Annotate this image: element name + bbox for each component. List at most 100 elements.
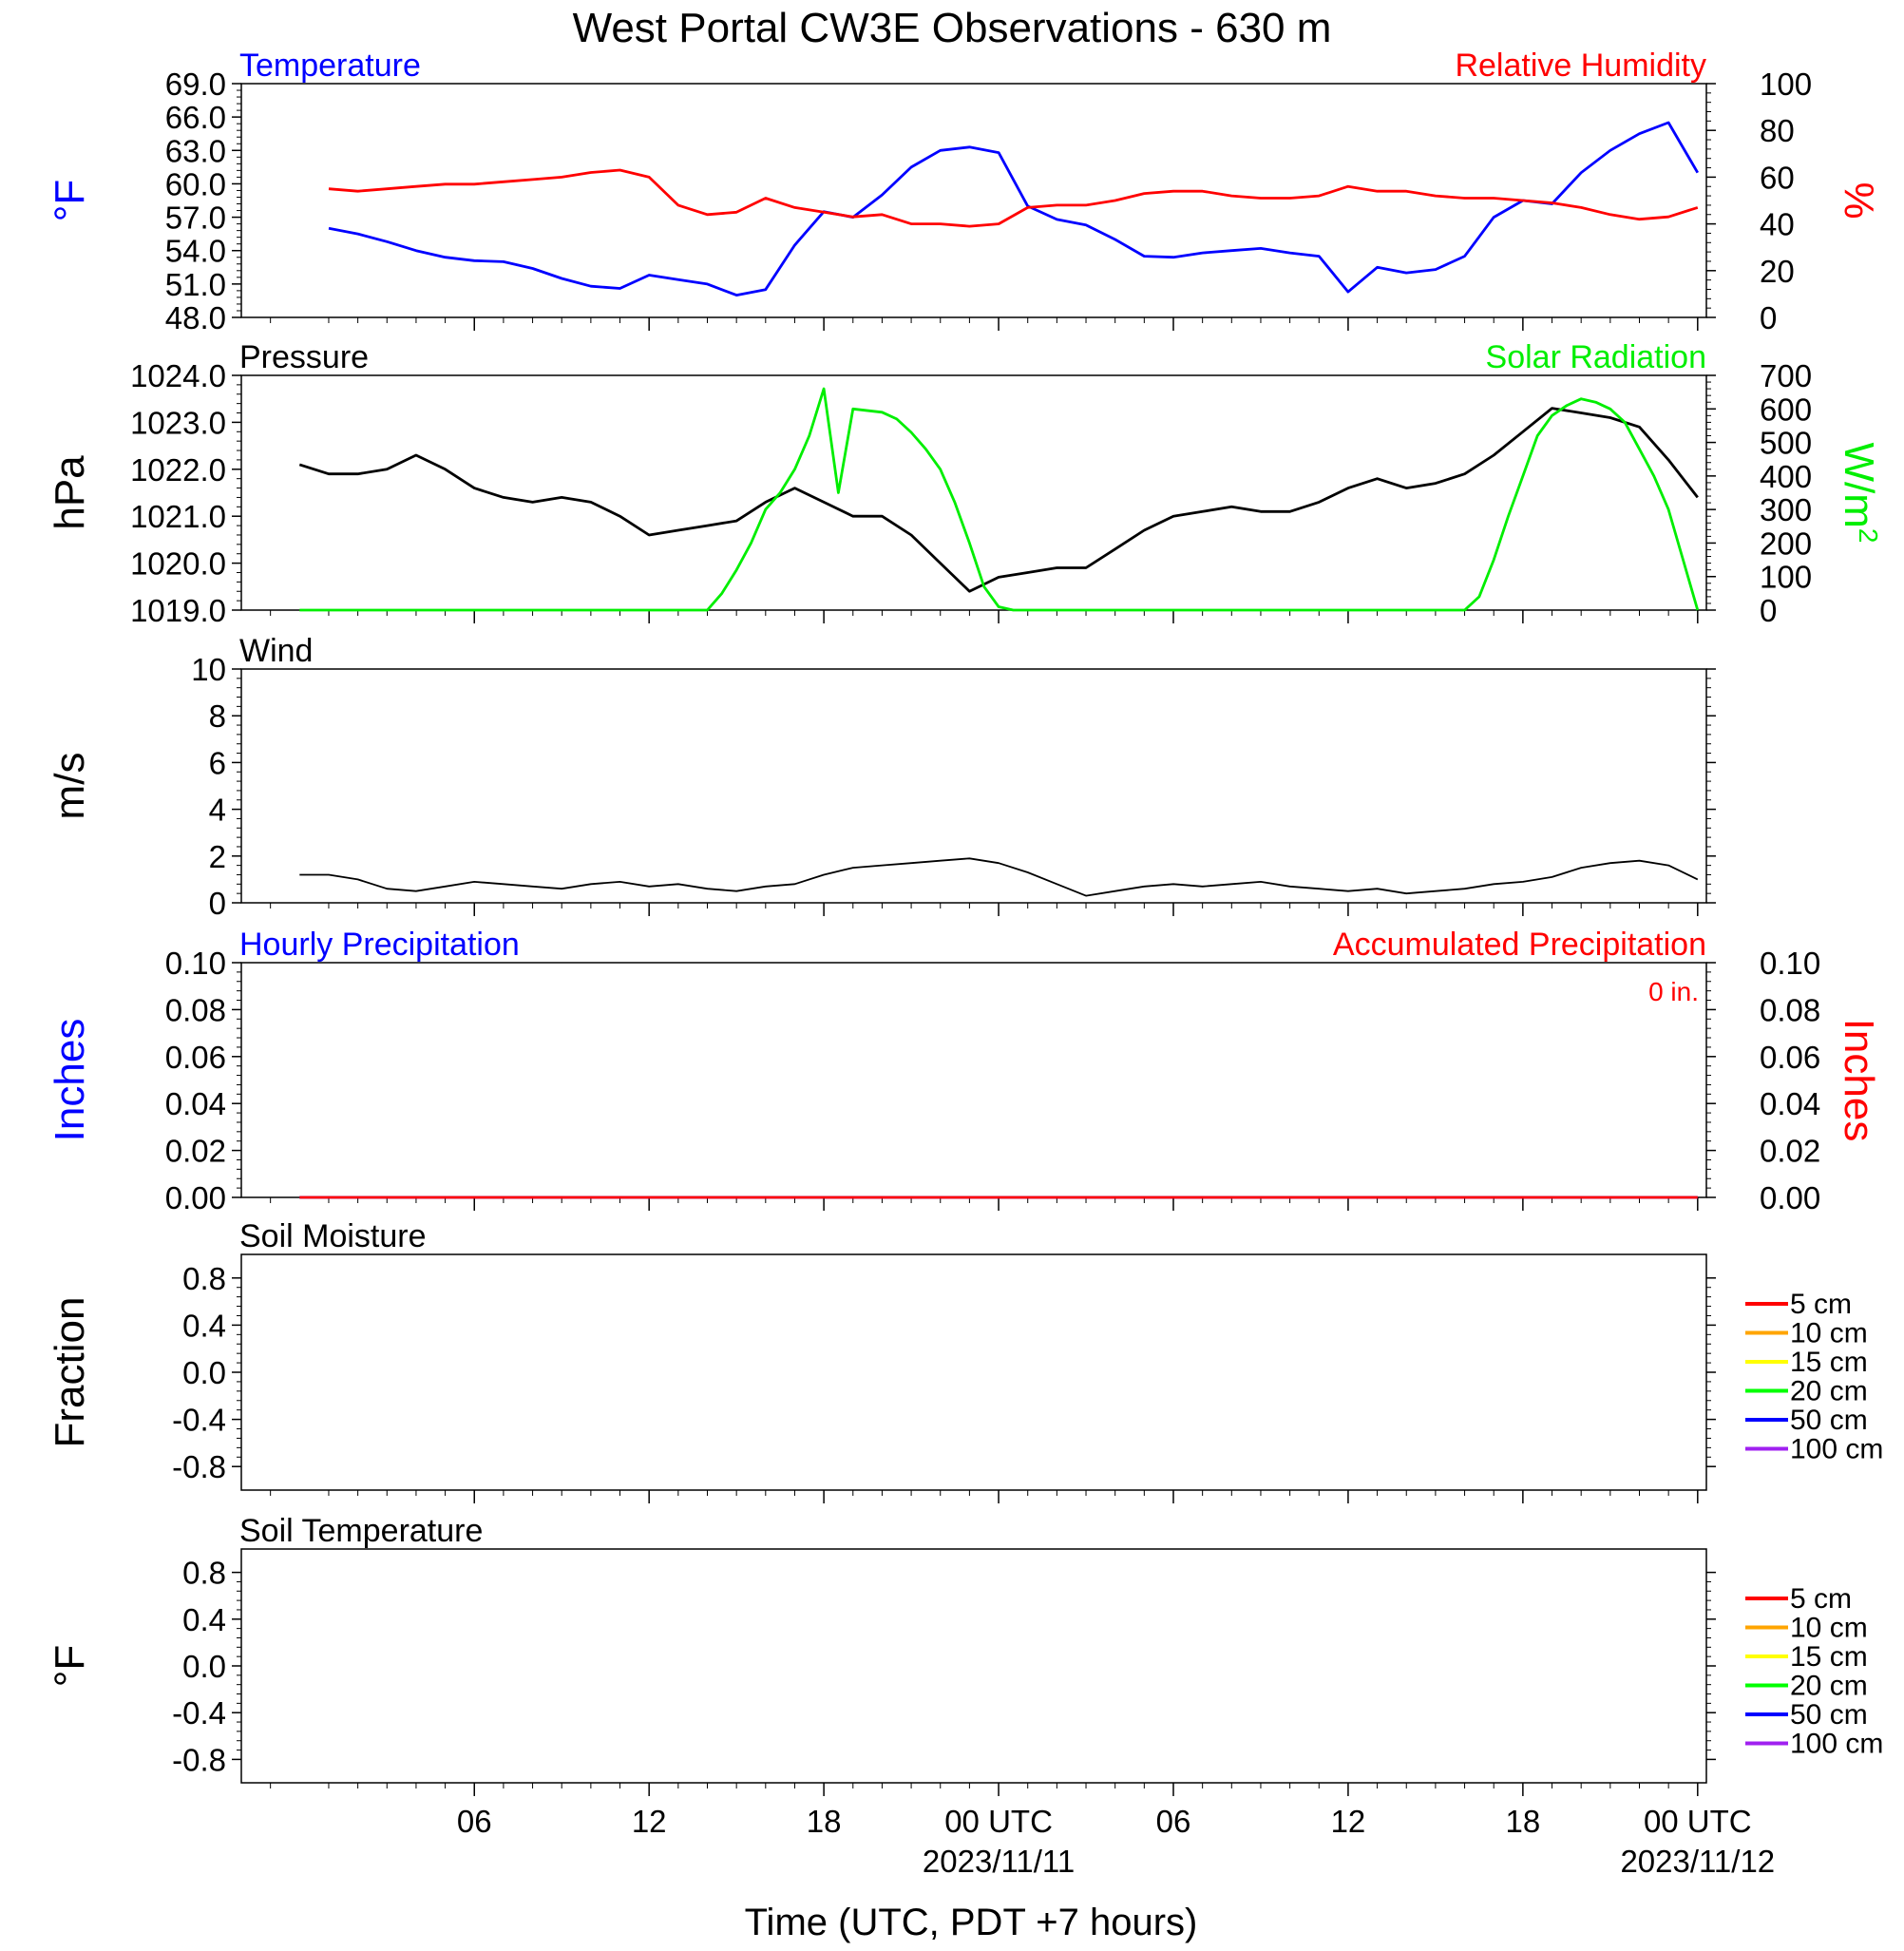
y-tick-label-left: 0.00 bbox=[165, 1180, 226, 1215]
accumulation-annotation: 0 in. bbox=[1648, 977, 1699, 1006]
panel-pressure-solar: 1024.0 1023.0 1022.0 1021.0 1020.0 1019.0 7006… bbox=[47, 339, 1884, 628]
y-tick-label-left: -0.8 bbox=[172, 1742, 226, 1777]
y-tick-label-left: 1022.0 bbox=[130, 452, 226, 488]
legend-label: 15 cm bbox=[1790, 1347, 1868, 1378]
y-tick-label-right: 500 bbox=[1760, 426, 1812, 461]
y-tick-label-right: 20 bbox=[1760, 254, 1795, 289]
legend-label: 5 cm bbox=[1790, 1583, 1852, 1615]
y-axis-label-left: m/s bbox=[47, 753, 93, 820]
y-tick-label-right: 0 bbox=[1760, 593, 1777, 628]
y-tick-label-left: 10 bbox=[191, 652, 226, 687]
y-tick-label-right: 0.04 bbox=[1760, 1086, 1820, 1121]
x-tick-label: 00 UTC bbox=[1644, 1804, 1752, 1839]
y-tick-label-left: 69.0 bbox=[165, 67, 226, 102]
x-tick-label: 12 bbox=[1331, 1804, 1366, 1839]
y-tick-label-right: 0.02 bbox=[1760, 1134, 1820, 1169]
panel-precip: 0.10 0.08 0.06 0.04 0.02 0.00 0.10 0.08 0.06 0.04… bbox=[47, 927, 1882, 1215]
plot-frame bbox=[240, 1548, 1707, 1784]
y-tick-label-right: 400 bbox=[1760, 459, 1812, 494]
panel-temp-rh: 69.066.063.060.057.054.051.048.0 100 80 60 4… bbox=[47, 48, 1882, 335]
y-tick-label-left: 0.02 bbox=[165, 1134, 226, 1169]
x-tick-label: 18 bbox=[807, 1804, 842, 1839]
x-tick-label: 06 bbox=[1156, 1804, 1191, 1839]
y-tick-label-left: 6 bbox=[209, 745, 226, 780]
y-tick-label-left: 0.8 bbox=[182, 1556, 226, 1591]
y-tick-label-right: 0.10 bbox=[1760, 946, 1820, 981]
y-axis-label-left: °F bbox=[47, 1645, 93, 1687]
y-axis-label-right: Inches bbox=[1836, 1019, 1882, 1142]
panel-title-left: Soil Temperature bbox=[239, 1513, 483, 1549]
y-tick-label-right: 100 bbox=[1760, 67, 1812, 102]
panel-soil-moisture: 0.8 0.4 0.0 -0.4 -0.8 Soil Moisture Fraction 5 … bbox=[47, 1218, 1883, 1503]
y-tick-label-right: 0 bbox=[1760, 300, 1777, 335]
plot-frame bbox=[240, 962, 1707, 1198]
series-line-wind bbox=[299, 857, 1699, 897]
legend-label: 15 cm bbox=[1790, 1641, 1868, 1673]
x-axis-label: Time (UTC, PDT +7 hours) bbox=[745, 1902, 1198, 1943]
legend-label: 20 cm bbox=[1790, 1671, 1868, 1702]
y-tick-label-left: 51.0 bbox=[165, 267, 226, 302]
plot-frame bbox=[240, 83, 1707, 318]
y-tick-label-left: 60.0 bbox=[165, 166, 226, 201]
y-tick-label-left: 1020.0 bbox=[130, 546, 226, 582]
series-line-solar-radiation bbox=[299, 387, 1700, 612]
y-tick-label-left: 4 bbox=[209, 793, 226, 828]
y-tick-label-right: 0.08 bbox=[1760, 992, 1820, 1027]
y-tick-label-left: 0.04 bbox=[165, 1086, 226, 1121]
y-tick-label-left: 0 bbox=[209, 886, 226, 921]
legend-label: 50 cm bbox=[1790, 1699, 1868, 1731]
y-axis-label-left: Inches bbox=[47, 1019, 93, 1142]
y-tick-label-right: 0.00 bbox=[1760, 1180, 1820, 1215]
y-tick-label-left: 0.06 bbox=[165, 1040, 226, 1075]
x-tick-label: 00 UTC bbox=[944, 1804, 1053, 1839]
legend-label: 50 cm bbox=[1790, 1405, 1868, 1436]
y-tick-label-right: 0.06 bbox=[1760, 1040, 1820, 1075]
y-tick-label-right: 60 bbox=[1760, 160, 1795, 195]
panel-title-left: Temperature bbox=[239, 48, 421, 84]
x-tick-label: 18 bbox=[1506, 1804, 1541, 1839]
legend-label: 20 cm bbox=[1790, 1376, 1868, 1407]
y-tick-label-right: 200 bbox=[1760, 526, 1812, 561]
y-tick-label-left: 1019.0 bbox=[130, 593, 226, 628]
y-tick-label-left: 0.0 bbox=[182, 1355, 226, 1390]
y-tick-label-left: 8 bbox=[209, 698, 226, 734]
y-tick-label-left: 1024.0 bbox=[130, 358, 226, 393]
y-tick-label-left: 57.0 bbox=[165, 201, 226, 236]
panel-title-right: Accumulated Precipitation bbox=[1333, 927, 1706, 963]
y-tick-label-right: 80 bbox=[1760, 113, 1795, 148]
y-tick-label-left: 0.4 bbox=[182, 1308, 226, 1343]
chart-title: West Portal CW3E Observations - 630 m bbox=[573, 5, 1332, 51]
panel-title-right: Solar Radiation bbox=[1486, 339, 1706, 375]
panel-title-left: Pressure bbox=[239, 339, 369, 375]
y-axis-label-left: hPa bbox=[47, 455, 93, 530]
y-axis-label-right: % bbox=[1836, 182, 1882, 219]
legend-label: 100 cm bbox=[1790, 1729, 1883, 1760]
y-tick-label-right: 700 bbox=[1760, 358, 1812, 393]
y-tick-label-left: 0.0 bbox=[182, 1649, 226, 1684]
y-axis-label-left: °F bbox=[47, 180, 93, 221]
y-axis-label-right: W/m2 bbox=[1836, 443, 1884, 544]
y-tick-label-right: 40 bbox=[1760, 207, 1795, 242]
y-tick-label-left: 1021.0 bbox=[130, 499, 226, 534]
legend-label: 100 cm bbox=[1790, 1434, 1883, 1465]
y-tick-label-left: -0.4 bbox=[172, 1403, 226, 1438]
y-tick-label-right: 100 bbox=[1760, 560, 1812, 595]
y-tick-label-left: 0.4 bbox=[182, 1602, 226, 1637]
x-tick-date-label: 2023/11/11 bbox=[923, 1844, 1075, 1879]
panel-title-left: Soil Moisture bbox=[239, 1218, 427, 1254]
y-tick-label-left: -0.4 bbox=[172, 1695, 226, 1731]
legend-label: 10 cm bbox=[1790, 1613, 1868, 1644]
y-tick-label-left: 66.0 bbox=[165, 100, 226, 135]
panel-wind: 10 8 6 4 2 0 Wind m/s bbox=[47, 633, 1716, 921]
legend-label: 10 cm bbox=[1790, 1318, 1868, 1349]
plot-frame bbox=[240, 1253, 1707, 1491]
y-tick-label-left: -0.8 bbox=[172, 1449, 226, 1484]
panel-title-left: Wind bbox=[239, 633, 313, 669]
y-axis-label-left: Fraction bbox=[47, 1297, 93, 1448]
y-tick-label-right: 300 bbox=[1760, 492, 1812, 527]
y-tick-label-left: 0.10 bbox=[165, 946, 226, 981]
x-tick-label: 06 bbox=[457, 1804, 492, 1839]
